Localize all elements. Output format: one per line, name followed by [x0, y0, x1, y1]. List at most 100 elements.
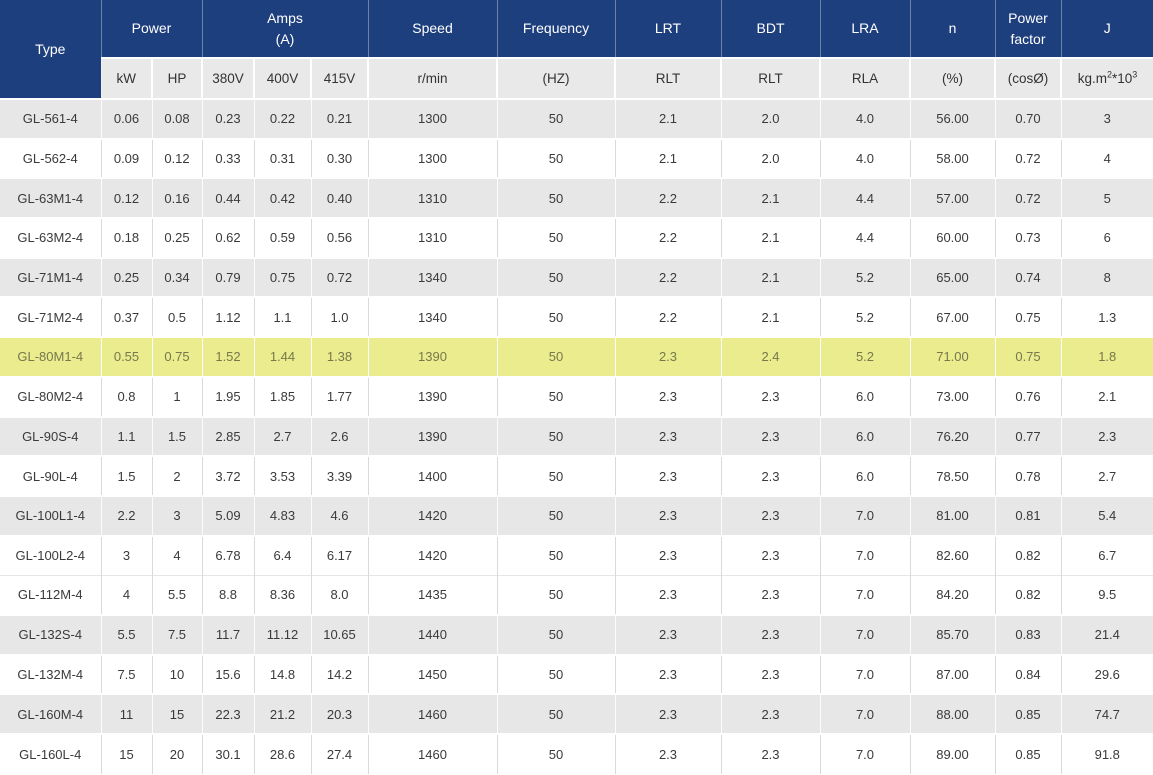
- value-cell: 29.6: [1061, 654, 1153, 695]
- type-cell: GL-132M-4: [0, 654, 102, 695]
- j-unit-sup2: 3: [1132, 69, 1138, 80]
- value-cell: 2.3: [615, 415, 722, 458]
- value-cell: 0.16: [152, 177, 203, 220]
- value-cell: 0.23: [202, 98, 255, 140]
- type-cell: GL-90L-4: [0, 455, 102, 496]
- value-cell: 8.36: [254, 574, 312, 615]
- amps-label-line2: (A): [275, 30, 295, 47]
- j-unit-sup1: 2: [1106, 69, 1112, 80]
- value-cell: 27.4: [311, 733, 369, 774]
- value-cell: 0.73: [995, 217, 1062, 258]
- type-cell: GL-63M1-4: [0, 177, 102, 220]
- value-cell: 6.0: [820, 415, 911, 458]
- value-cell: 50: [497, 574, 616, 615]
- table-row[interactable]: GL-63M2-4 0.18 0.25 0.62 0.59 0.56 1310 50 2.2 2.…: [0, 217, 1153, 258]
- value-cell: 10: [152, 654, 203, 695]
- table-row[interactable]: GL-160M-4 11 15 22.3 21.2 20.3 1460 50 2.3 2.3 7.0…: [0, 693, 1153, 735]
- table-row[interactable]: GL-71M1-4 0.25 0.34 0.79 0.75 0.72 1340 50 2.2 2.…: [0, 256, 1153, 299]
- value-cell: 1.38: [311, 336, 369, 378]
- table-row[interactable]: GL-63M1-4 0.12 0.16 0.44 0.42 0.40 1310 50 2.2 2.…: [0, 177, 1153, 220]
- value-cell: 6: [1061, 217, 1153, 258]
- value-cell: 1.0: [311, 296, 369, 338]
- value-cell: 10.65: [311, 613, 369, 656]
- unit-percent: (%): [910, 57, 996, 99]
- value-cell: 2.6: [311, 415, 369, 458]
- value-cell: 2.3: [615, 654, 722, 695]
- unit-rlt-bdt: RLT: [721, 57, 821, 99]
- table-row[interactable]: GL-100L1-4 2.2 3 5.09 4.83 4.6 1420 50 2.3 2.3 7.0…: [0, 494, 1153, 537]
- value-cell: 8.0: [311, 574, 369, 615]
- column-header-n: n: [910, 0, 996, 58]
- unit-rla: RLA: [820, 57, 911, 99]
- type-cell: GL-71M2-4: [0, 296, 102, 338]
- value-cell: 73.00: [910, 376, 996, 417]
- value-cell: 1.12: [202, 296, 255, 338]
- value-cell: 5.5: [152, 574, 203, 615]
- value-cell: 1310: [368, 217, 498, 258]
- value-cell: 14.8: [254, 654, 312, 695]
- unit-kw: kW: [101, 57, 153, 99]
- value-cell: 22.3: [202, 693, 255, 735]
- table-row[interactable]: GL-71M2-4 0.37 0.5 1.12 1.1 1.0 1340 50 2.2 2.1 5.…: [0, 296, 1153, 338]
- value-cell: 7.0: [820, 654, 911, 695]
- value-cell: 50: [497, 535, 616, 576]
- table-row[interactable]: GL-80M2-4 0.8 1 1.95 1.85 1.77 1390 50 2.3 2.3 6.0…: [0, 376, 1153, 417]
- value-cell: 2.7: [254, 415, 312, 458]
- value-cell: 30.1: [202, 733, 255, 774]
- value-cell: 1390: [368, 376, 498, 417]
- value-cell: 1.8: [1061, 336, 1153, 378]
- value-cell: 1460: [368, 693, 498, 735]
- type-cell: GL-100L1-4: [0, 494, 102, 537]
- value-cell: 0.81: [995, 494, 1062, 537]
- value-cell: 91.8: [1061, 733, 1153, 774]
- value-cell: 0.77: [995, 415, 1062, 458]
- value-cell: 2.3: [615, 574, 722, 615]
- value-cell: 8.8: [202, 574, 255, 615]
- value-cell: 1.1: [101, 415, 153, 458]
- value-cell: 0.84: [995, 654, 1062, 695]
- value-cell: 0.85: [995, 733, 1062, 774]
- value-cell: 2.7: [1061, 455, 1153, 496]
- value-cell: 2.1: [615, 138, 722, 179]
- table-row-highlighted[interactable]: GL-80M1-4 0.55 0.75 1.52 1.44 1.38 1390 50 2.3 2.…: [0, 336, 1153, 378]
- value-cell: 28.6: [254, 733, 312, 774]
- table-row[interactable]: GL-112M-4 4 5.5 8.8 8.36 8.0 1435 50 2.3 2.3 7.0 84…: [0, 574, 1153, 615]
- table-row[interactable]: GL-90L-4 1.5 2 3.72 3.53 3.39 1400 50 2.3 2.3 6.0 7…: [0, 455, 1153, 496]
- value-cell: 15: [152, 693, 203, 735]
- value-cell: 2.3: [721, 613, 821, 656]
- value-cell: 2.2: [615, 217, 722, 258]
- value-cell: 50: [497, 336, 616, 378]
- table-row[interactable]: GL-90S-4 1.1 1.5 2.85 2.7 2.6 1390 50 2.3 2.3 6.0 7…: [0, 415, 1153, 458]
- value-cell: 3: [152, 494, 203, 537]
- value-cell: 50: [497, 693, 616, 735]
- table-row[interactable]: GL-132M-4 7.5 10 15.6 14.8 14.2 1450 50 2.3 2.3 7.…: [0, 654, 1153, 695]
- value-cell: 0.37: [101, 296, 153, 338]
- table-row[interactable]: GL-100L2-4 3 4 6.78 6.4 6.17 1420 50 2.3 2.3 7.0 82…: [0, 535, 1153, 576]
- value-cell: 2.4: [721, 336, 821, 378]
- value-cell: 0.85: [995, 693, 1062, 735]
- value-cell: 50: [497, 455, 616, 496]
- value-cell: 7.0: [820, 494, 911, 537]
- value-cell: 0.25: [152, 217, 203, 258]
- value-cell: 7.0: [820, 733, 911, 774]
- table-row[interactable]: GL-561-4 0.06 0.08 0.23 0.22 0.21 1300 50 2.1 2.0…: [0, 98, 1153, 140]
- value-cell: 1.85: [254, 376, 312, 417]
- value-cell: 7.5: [101, 654, 153, 695]
- value-cell: 2.1: [721, 177, 821, 220]
- table-row[interactable]: GL-562-4 0.09 0.12 0.33 0.31 0.30 1300 50 2.1 2.0…: [0, 138, 1153, 179]
- value-cell: 2.3: [615, 455, 722, 496]
- value-cell: 50: [497, 296, 616, 338]
- value-cell: 15.6: [202, 654, 255, 695]
- value-cell: 0.42: [254, 177, 312, 220]
- value-cell: 4: [101, 574, 153, 615]
- table-row[interactable]: GL-132S-4 5.5 7.5 11.7 11.12 10.65 1440 50 2.3 2.…: [0, 613, 1153, 656]
- value-cell: 5.09: [202, 494, 255, 537]
- value-cell: 50: [497, 494, 616, 537]
- table-row[interactable]: GL-160L-4 15 20 30.1 28.6 27.4 1460 50 2.3 2.3 7.0…: [0, 733, 1153, 774]
- value-cell: 2.3: [721, 733, 821, 774]
- value-cell: 50: [497, 98, 616, 140]
- value-cell: 4: [152, 535, 203, 576]
- value-cell: 2.2: [615, 256, 722, 299]
- unit-cos: (cosØ): [995, 57, 1062, 99]
